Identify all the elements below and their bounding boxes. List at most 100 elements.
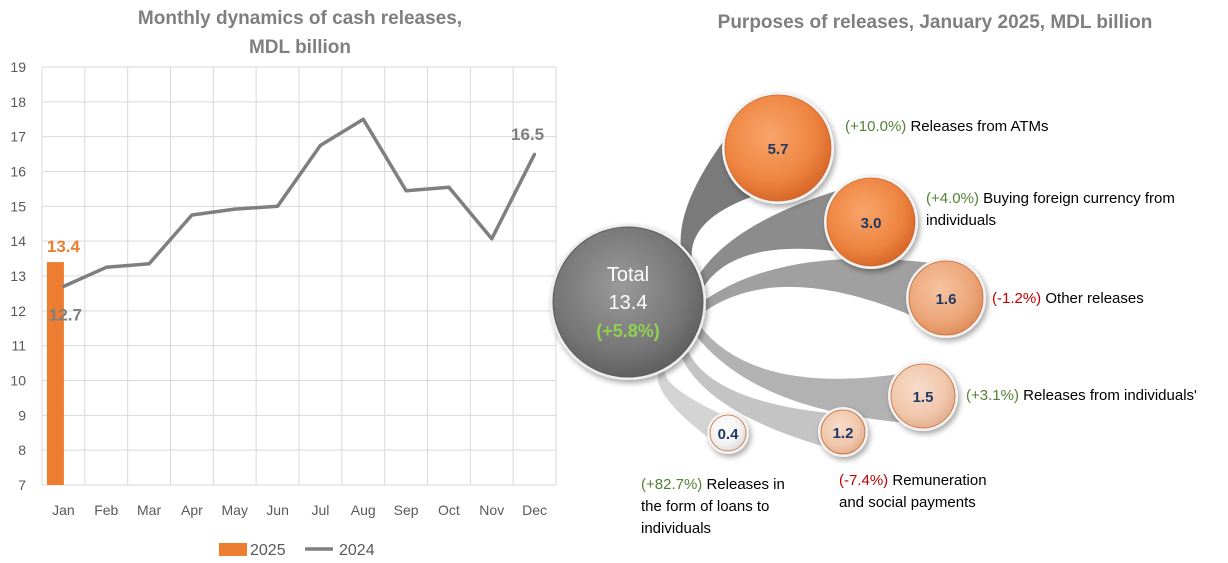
caption-line: (-7.4%) Remuneration [839,472,987,489]
point-2024-jun [276,204,280,208]
point-2024-feb [104,265,108,269]
label-2024-value: 16.5 [511,125,544,144]
point-2024-oct [447,185,451,189]
x-tick-label-oct: Oct [438,502,460,518]
bubble-caption: (-1.2%) Other releases [992,290,1144,307]
bubble-change: (+82.7%) [641,476,702,493]
bubble-value: 5.7 [768,141,789,158]
left-title-line-1: Monthly dynamics of cash releases, [137,8,463,29]
caption-text: Other releases [1041,290,1144,307]
y-tick-label: 9 [18,407,26,423]
x-tick-label-jun: Jun [266,502,289,518]
x-tick-label-jan: Jan [52,502,75,518]
bubble-caption: (+10.0%) Releases from ATMs [845,118,1049,135]
caption-line: individuals [641,520,711,537]
bubble-caption: (+3.1%) Releases from individuals' [966,387,1197,404]
bubble-change: (+10.0%) [845,118,906,135]
caption-line: (+4.0%) Buying foreign currency from [926,190,1175,207]
x-tick-label-sep: Sep [394,502,419,518]
bubble [826,177,916,267]
monthly-dynamics-chart: 7 8 9 10 11 12 13 14 15 16 17 18 19 Jan Feb Mar Apr May Ju… [10,59,557,559]
caption-text: Remuneration [888,472,986,489]
bubble-change: (-1.2%) [992,290,1041,307]
x-tick-label-jul: Jul [311,502,329,518]
total-label: Total [607,264,649,286]
line-2024 [62,117,537,289]
connector-band-3 [702,258,947,332]
x-tick-label-apr: Apr [181,502,203,518]
bubble-caption: (+4.0%) Buying foreign currency from indi… [926,190,1175,229]
y-tick-label: 8 [18,442,26,458]
bubble [820,409,866,455]
y-tick-label: 18 [10,94,26,110]
caption-line: (-1.2%) Other releases [992,290,1144,307]
x-tick-label-nov: Nov [479,502,504,518]
y-tick-label: 13 [10,268,26,284]
bubble [724,94,832,202]
point-2024-sep [404,189,408,193]
bubble-item-5: 1.2 (-7.4%) Remuneration and social paymen… [818,407,987,511]
connector-band-5 [680,348,854,449]
bubble-value: 1.5 [913,389,934,406]
bubble-value: 1.2 [833,425,854,442]
caption-line: (+10.0%) Releases from ATMs [845,118,1049,135]
bubble-value: 0.4 [718,426,740,443]
legend-swatch-2025 [219,543,247,556]
bubble-value: 1.6 [936,291,957,308]
caption-text: Releases from ATMs [906,118,1048,135]
left-chart-title: Monthly dynamics of cash releases, MDL b… [60,4,540,62]
total-value: 13.4 [609,292,648,314]
y-tick-label: 15 [10,198,26,214]
legend-label-2025: 2025 [250,542,286,559]
label-2025-value: 13.4 [47,237,81,256]
point-2024-nov [490,237,494,241]
point-2024-dec [533,152,537,156]
point-2024-jul [318,143,322,147]
total-change: (+5.8%) [596,321,660,341]
caption-text: Releases from individuals' [1019,387,1197,404]
caption-text: Buying foreign currency from [979,190,1175,207]
bubble-caption: (+82.7%) Releases in the form of loans to… [641,476,785,537]
y-tick-label: 10 [10,373,26,389]
y-tick-label: 19 [10,59,26,75]
x-tick-label-aug: Aug [351,502,376,518]
legend-label-2024: 2024 [339,542,375,559]
connector-band-4 [695,325,932,424]
bubble-change: (+3.1%) [966,387,1019,404]
caption-line: (+82.7%) Releases in [641,476,785,493]
right-chart-title: Purposes of releases, January 2025, MDL … [717,12,1153,33]
point-2024-may [233,207,237,211]
x-tick-label-may: May [222,502,248,518]
y-tick-label: 17 [10,129,26,145]
point-2024-apr [190,213,194,217]
bubble-change: (+4.0%) [926,190,979,207]
y-tick-label: 12 [10,303,26,319]
caption-line: individuals [926,212,996,229]
y-tick-label: 16 [10,164,26,180]
bubble-value: 3.0 [861,215,882,232]
label-2024-value: 12.7 [49,305,82,324]
point-2024-jan [61,284,65,288]
left-title-line-2: MDL billion [248,37,352,58]
x-tick-label-mar: Mar [137,502,161,518]
caption-text: Releases in [702,476,785,493]
bubble-caption: (-7.4%) Remuneration and social payments [839,472,987,511]
caption-line: the form of loans to [641,498,769,515]
bar-2025-jan [46,262,64,485]
bubble [908,260,984,336]
bubble-item-6: 0.4 (+82.7%) Releases in the form of loans… [641,412,785,537]
bubble [709,414,747,452]
bubble-item-3: 1.6 (-1.2%) Other releases [906,258,1144,338]
bubble [890,363,956,429]
point-2024-aug [361,117,365,121]
point-2024-mar [147,262,151,266]
caption-line: and social payments [839,494,976,511]
y-tick-label: 14 [10,233,26,249]
y-tick-label: 7 [18,477,26,493]
x-tick-label-dec: Dec [522,502,547,518]
bubble-item-4: 1.5 (+3.1%) Releases from individuals' [888,361,1197,431]
bubble-item-2: 3.0 (+4.0%) Buying foreign currency from i… [824,175,1175,269]
bubble-change: (-7.4%) [839,472,888,489]
y-tick-label: 11 [11,338,26,354]
